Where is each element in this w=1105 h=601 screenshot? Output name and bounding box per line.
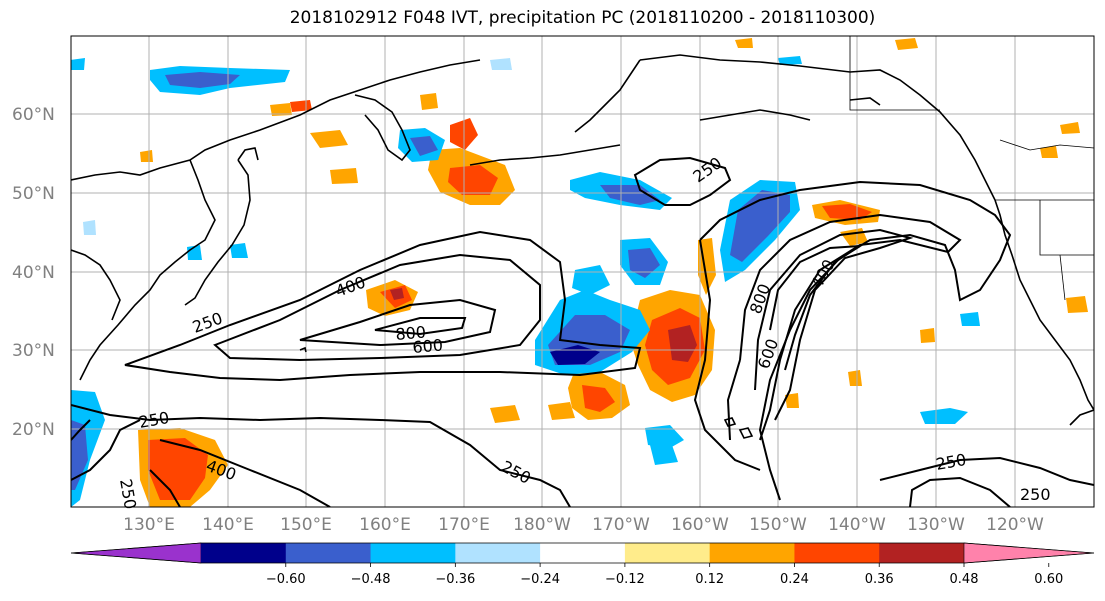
- lon-label: 160°E: [359, 515, 411, 535]
- lon-label: 140°W: [828, 515, 886, 535]
- ivt-label: 250: [1020, 485, 1051, 504]
- ivt-contours: [71, 156, 1094, 507]
- colorbar-segment: [624, 543, 711, 563]
- colorbar-segment: [879, 543, 965, 563]
- lon-label: 150°E: [280, 515, 332, 535]
- map-gridlines: [71, 36, 1094, 507]
- lon-label: 130°E: [123, 515, 175, 535]
- colorbar-tick-label: 0.48: [950, 572, 979, 587]
- colorbar-outline: [70, 542, 1095, 564]
- colorbar-extend-high: [963, 542, 1095, 564]
- ivt-label: 600: [412, 335, 444, 357]
- colorbar-extend-low: [70, 542, 202, 564]
- colorbar-segment: [370, 543, 456, 563]
- lon-label: 120°W: [986, 515, 1044, 535]
- ivt-label: 800: [395, 322, 427, 344]
- latitude-labels: 20°N 30°N 40°N 50°N 60°N: [12, 105, 55, 440]
- lon-label: 150°W: [749, 515, 807, 535]
- lon-label: 170°W: [592, 515, 650, 535]
- lat-label: 20°N: [12, 420, 55, 440]
- colorbar: [70, 542, 1095, 564]
- lat-label: 50°N: [12, 184, 55, 204]
- colorbar-tick-label: −0.60: [266, 572, 306, 587]
- lat-label: 40°N: [12, 263, 55, 283]
- colorbar-segment: [794, 543, 880, 563]
- political-borders: [849, 36, 1094, 301]
- colorbar-segment: [540, 543, 626, 563]
- lon-label: 180°W: [513, 515, 571, 535]
- lat-label: 30°N: [12, 341, 55, 361]
- colorbar-tick-label: −0.12: [605, 572, 645, 587]
- colorbar-tick-label: −0.24: [520, 572, 560, 587]
- longitude-labels: 130°E 140°E 150°E 160°E 170°E 180°W 170°…: [123, 515, 1044, 535]
- colorbar-segment: [455, 543, 541, 563]
- map-title: 2018102912 F048 IVT, precipitation PC (2…: [289, 8, 876, 28]
- colorbar-tick-label: 0.36: [865, 572, 894, 587]
- colorbar-tick-label: −0.36: [435, 572, 475, 587]
- colorbar-tick-label: −0.48: [351, 572, 391, 587]
- colorbar-tick-label: 0.24: [780, 572, 809, 587]
- lat-label: 60°N: [12, 105, 55, 125]
- colorbar-segment: [285, 543, 372, 563]
- colorbar-tick-label: 0.60: [1034, 572, 1063, 587]
- colorbar-segment: [201, 543, 287, 563]
- lon-label: 130°W: [907, 515, 965, 535]
- map-frame: [70, 35, 1095, 508]
- lon-label: 170°E: [438, 515, 490, 535]
- coastlines: [71, 54, 1094, 439]
- colorbar-segment: [709, 543, 795, 563]
- colorbar-tick-label: 0.12: [695, 572, 724, 587]
- colorbar-tick-labels: −0.60 −0.48 −0.36 −0.24 −0.12 0.12 0.24 0.36 0.4…: [266, 563, 1063, 587]
- lon-label: 140°E: [202, 515, 254, 535]
- precip-positive-shading: [138, 38, 1088, 507]
- lon-label: 160°W: [671, 515, 729, 535]
